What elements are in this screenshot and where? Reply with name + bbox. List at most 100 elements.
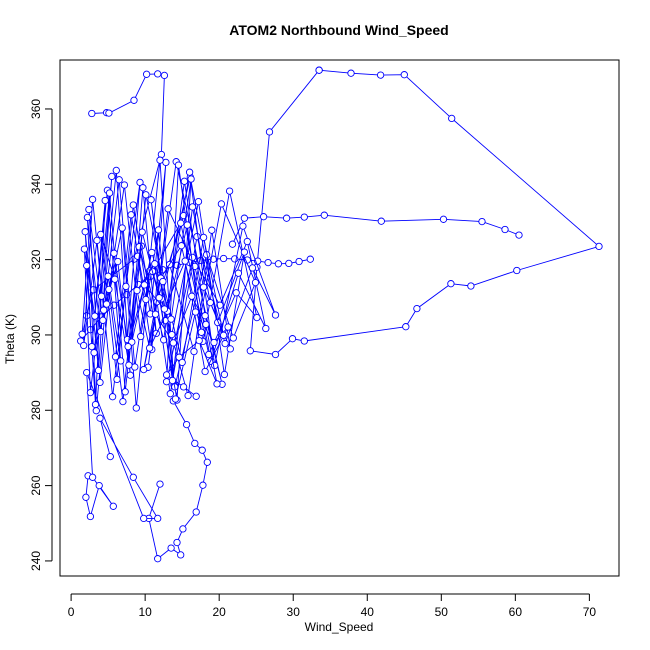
data-point xyxy=(140,514,148,523)
data-point xyxy=(262,324,270,333)
data-point xyxy=(225,187,234,195)
data-point xyxy=(121,388,129,396)
series-2 xyxy=(145,397,211,563)
data-point xyxy=(114,257,122,266)
y-tick-label: 300 xyxy=(29,325,43,345)
data-point xyxy=(181,257,189,265)
data-point xyxy=(239,222,247,230)
data-point xyxy=(211,361,219,370)
data-point xyxy=(192,508,200,516)
data-point xyxy=(122,282,130,291)
x-tick-label: 0 xyxy=(68,605,75,619)
series-layer xyxy=(77,66,603,563)
data-point xyxy=(125,361,133,369)
data-point xyxy=(282,214,291,222)
data-point xyxy=(145,344,154,352)
data-point xyxy=(188,292,196,300)
data-point xyxy=(205,350,213,359)
data-point xyxy=(108,172,116,181)
data-point xyxy=(118,224,126,232)
data-point xyxy=(183,221,191,229)
data-point xyxy=(160,305,169,313)
data-point xyxy=(110,249,118,257)
data-point xyxy=(101,196,109,205)
data-point xyxy=(97,327,105,336)
data-point xyxy=(164,205,172,213)
y-tick-label: 280 xyxy=(29,400,43,420)
data-point xyxy=(595,242,603,251)
y-tick-label: 360 xyxy=(29,99,43,119)
data-point xyxy=(95,481,103,490)
data-point xyxy=(219,254,228,263)
data-point xyxy=(177,242,186,250)
data-point xyxy=(185,168,194,176)
data-point xyxy=(219,331,228,339)
data-point xyxy=(155,294,163,302)
data-point xyxy=(105,285,113,294)
data-point xyxy=(177,219,185,227)
data-point xyxy=(97,292,106,300)
data-point xyxy=(226,345,234,353)
data-point xyxy=(179,383,188,391)
data-point xyxy=(300,337,308,345)
data-point xyxy=(194,197,203,206)
data-point xyxy=(154,555,162,563)
data-point xyxy=(120,181,129,189)
data-point xyxy=(216,301,224,309)
data-point xyxy=(191,439,199,448)
data-point xyxy=(217,200,226,208)
data-point xyxy=(515,231,523,239)
data-point xyxy=(132,404,140,412)
x-tick-label: 60 xyxy=(509,605,523,619)
data-point xyxy=(197,328,206,336)
y-axis: 240 260 280 300 320 340 360 xyxy=(29,99,53,571)
data-point xyxy=(264,258,272,267)
y-tick-label: 320 xyxy=(29,249,43,269)
series-1 xyxy=(228,211,523,248)
series-0 xyxy=(246,66,603,359)
data-point xyxy=(173,538,181,547)
data-point xyxy=(274,260,283,268)
data-point xyxy=(467,282,475,290)
data-point xyxy=(306,255,314,263)
data-point xyxy=(159,277,167,286)
data-point xyxy=(376,71,385,79)
data-point xyxy=(232,289,240,297)
data-point xyxy=(113,375,121,384)
data-point xyxy=(448,114,456,123)
data-point xyxy=(142,191,150,199)
data-point xyxy=(199,233,208,242)
data-point xyxy=(130,96,138,104)
data-point xyxy=(88,473,97,481)
data-point xyxy=(251,278,260,287)
data-point xyxy=(347,69,355,77)
data-point xyxy=(271,311,280,319)
data-point xyxy=(93,236,101,245)
data-point xyxy=(240,248,249,256)
data-point xyxy=(160,71,169,80)
x-tick-label: 50 xyxy=(435,605,449,619)
data-point xyxy=(154,226,163,234)
data-point xyxy=(112,166,120,175)
data-point xyxy=(167,315,175,323)
data-point xyxy=(117,357,125,365)
x-axis-label: Wind_Speed xyxy=(305,620,374,634)
chart-title: ATOM2 Northbound Wind_Speed xyxy=(229,22,448,38)
x-tick-label: 20 xyxy=(213,605,227,619)
data-point xyxy=(199,481,207,489)
data-point xyxy=(439,215,448,223)
data-point xyxy=(105,189,114,197)
data-point xyxy=(162,158,170,167)
data-point xyxy=(138,228,146,236)
data-point xyxy=(188,253,197,262)
data-point xyxy=(253,313,261,322)
data-point xyxy=(191,308,200,316)
data-point xyxy=(178,358,186,367)
data-point xyxy=(221,339,229,348)
data-point xyxy=(162,371,171,379)
data-point xyxy=(124,342,132,351)
data-point xyxy=(213,380,221,388)
data-point xyxy=(320,211,328,219)
data-point xyxy=(400,71,408,79)
